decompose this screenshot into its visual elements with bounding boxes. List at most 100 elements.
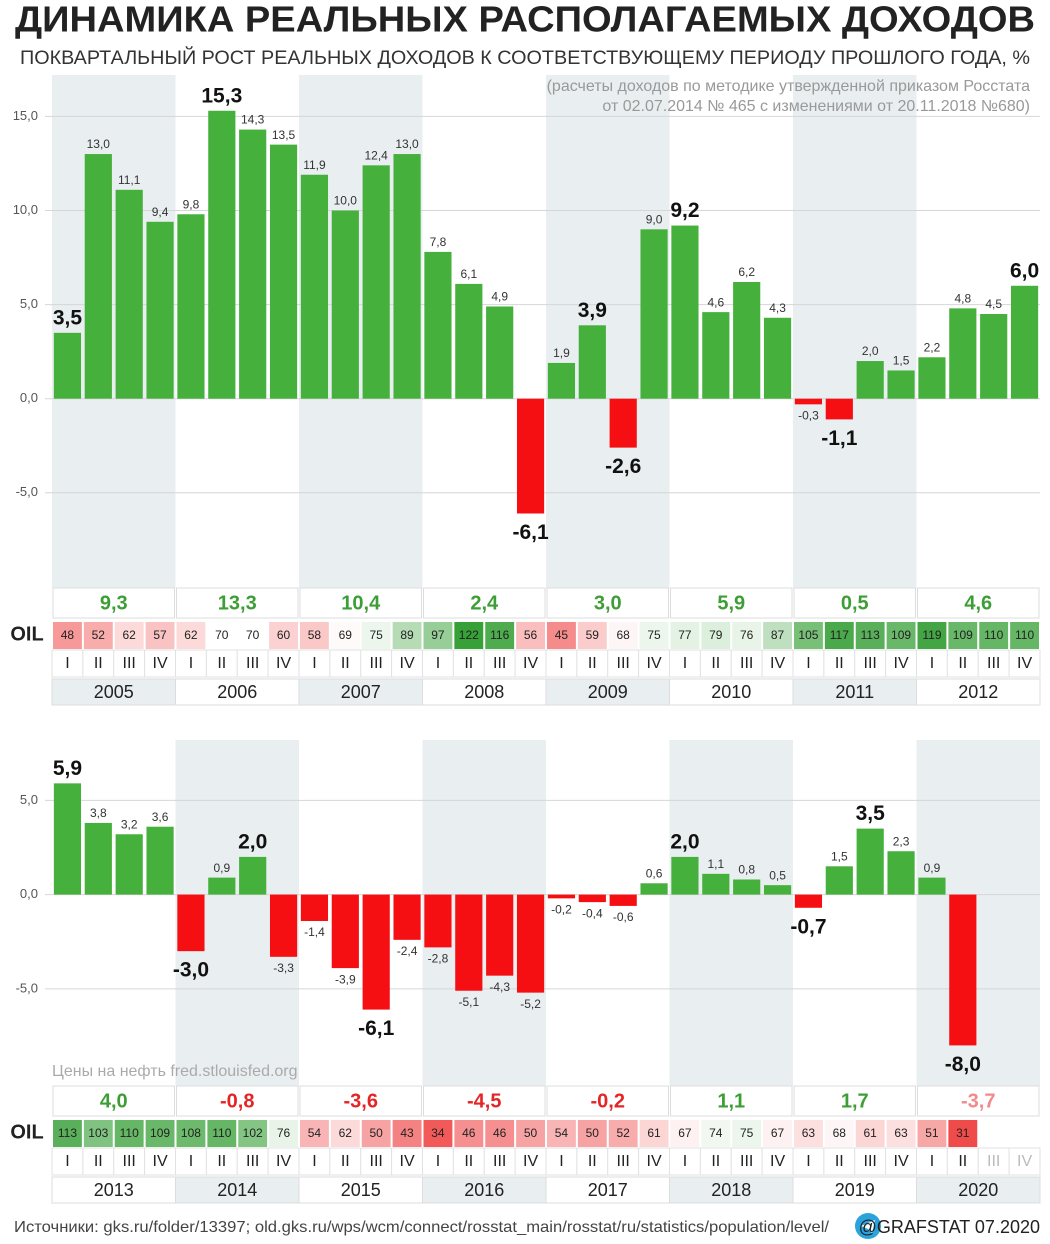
- oil-cell: [392, 1120, 422, 1147]
- x-tick-label: III: [617, 655, 630, 672]
- value-label: 2,0: [862, 344, 879, 358]
- bar: [115, 189, 143, 399]
- bar: [887, 851, 915, 895]
- bar: [393, 894, 421, 940]
- x-tick-label: II: [217, 1153, 226, 1170]
- quarter-cell: [205, 1147, 238, 1176]
- bar: [856, 361, 884, 399]
- bar: [53, 332, 82, 399]
- y-tick-label: -5,0: [16, 484, 38, 499]
- x-tick-label: II: [94, 655, 103, 672]
- oil-cell: [238, 1120, 268, 1147]
- bar: [702, 312, 730, 399]
- oil-price: 57: [153, 628, 167, 642]
- oil-cell: [886, 1120, 916, 1147]
- year-shade: [916, 740, 1040, 1086]
- oil-price: 68: [617, 628, 631, 642]
- oil-cell: [83, 1120, 113, 1147]
- x-tick-label: III: [617, 1153, 630, 1170]
- annual-value: -3,7: [961, 1090, 995, 1112]
- bar: [578, 894, 606, 903]
- year-cell: [792, 1176, 917, 1204]
- oil-price: 109: [150, 1126, 170, 1140]
- value-label: -5,1: [458, 995, 479, 1009]
- x-tick-label: I: [436, 1153, 440, 1170]
- bar: [177, 214, 205, 399]
- oil-source: Цены на нефть fred.stlouisfed.org: [52, 1063, 298, 1080]
- value-label: 13,0: [395, 137, 419, 151]
- oil-cell: [732, 1120, 762, 1147]
- oil-price: 54: [555, 1126, 569, 1140]
- annual-value: -0,2: [591, 1090, 625, 1112]
- x-tick-label: IV: [523, 1153, 538, 1170]
- x-tick-label: II: [217, 655, 226, 672]
- oil-price: 43: [400, 1126, 414, 1140]
- oil-cell: [485, 1120, 515, 1147]
- oil-cell: [886, 622, 916, 649]
- oil-price: 75: [370, 628, 384, 642]
- quarter-cell: [452, 1147, 485, 1176]
- quarter-cell: [576, 1147, 609, 1176]
- value-label: 0,9: [924, 861, 941, 875]
- value-label: 1,5: [893, 354, 910, 368]
- value-label: 5,9: [53, 757, 82, 780]
- x-tick-label: IV: [276, 1153, 291, 1170]
- x-tick-label: II: [341, 1153, 350, 1170]
- year-label: 2016: [464, 1180, 504, 1200]
- value-label: 11,9: [303, 158, 326, 172]
- bar: [486, 306, 514, 399]
- oil-price: 70: [215, 628, 229, 642]
- chart-title: ДИНАМИКА РЕАЛЬНЫХ РАСПОЛАГАЕМЫХ ДОХОДОВ: [15, 0, 1035, 40]
- oil-price: 54: [308, 1126, 322, 1140]
- bar: [640, 883, 668, 895]
- bar: [455, 283, 483, 399]
- value-label: -6,1: [358, 1017, 395, 1040]
- year-cell: [298, 678, 423, 706]
- x-tick-label: II: [588, 1153, 597, 1170]
- bar: [733, 879, 761, 895]
- quarter-cell: [51, 1147, 84, 1176]
- quarter-cell: [545, 649, 578, 678]
- x-tick-label: IV: [647, 1153, 662, 1170]
- value-label: -3,3: [273, 961, 294, 975]
- x-tick-label: II: [588, 655, 597, 672]
- value-label: 0,9: [213, 861, 230, 875]
- oil-price: 67: [678, 1126, 692, 1140]
- x-tick-label: IV: [523, 655, 538, 672]
- oil-cell: [485, 622, 515, 649]
- annual-value: 4,0: [100, 1090, 128, 1112]
- year-cell: [669, 678, 794, 706]
- annual-cell: [917, 1085, 1040, 1117]
- value-label: 3,8: [90, 806, 107, 820]
- oil-cell: [145, 622, 175, 649]
- year-shade: [793, 75, 917, 588]
- oil-price: 119: [922, 628, 941, 642]
- bar: [177, 894, 205, 952]
- value-label: -0,6: [613, 910, 634, 924]
- x-tick-label: IV: [1017, 1153, 1032, 1170]
- bar: [269, 894, 298, 957]
- value-label: 2,0: [670, 830, 699, 853]
- oil-cell: [577, 1120, 607, 1147]
- bar: [609, 398, 637, 448]
- y-tick-label: 0,0: [20, 886, 38, 901]
- year-label: 2018: [711, 1180, 751, 1200]
- oil-price: 58: [308, 628, 322, 642]
- x-tick-label: III: [864, 655, 877, 672]
- quarter-cell: [422, 649, 454, 678]
- quarter-cell: [391, 649, 423, 678]
- x-tick-label: IV: [1017, 655, 1032, 672]
- annual-cell: [52, 1085, 175, 1117]
- quarter-cell: [267, 1147, 300, 1176]
- oil-cell: [670, 1120, 700, 1147]
- year-label: 2006: [217, 682, 257, 702]
- bar: [609, 894, 637, 906]
- annual-cell: [546, 587, 669, 619]
- oil-cell: [269, 1120, 298, 1147]
- bar: [516, 398, 545, 514]
- bar: [1010, 285, 1039, 399]
- value-label: -0,3: [798, 409, 819, 423]
- year-cell: [51, 678, 176, 706]
- x-tick-label: I: [683, 1153, 687, 1170]
- quarter-cell: [1008, 1147, 1041, 1176]
